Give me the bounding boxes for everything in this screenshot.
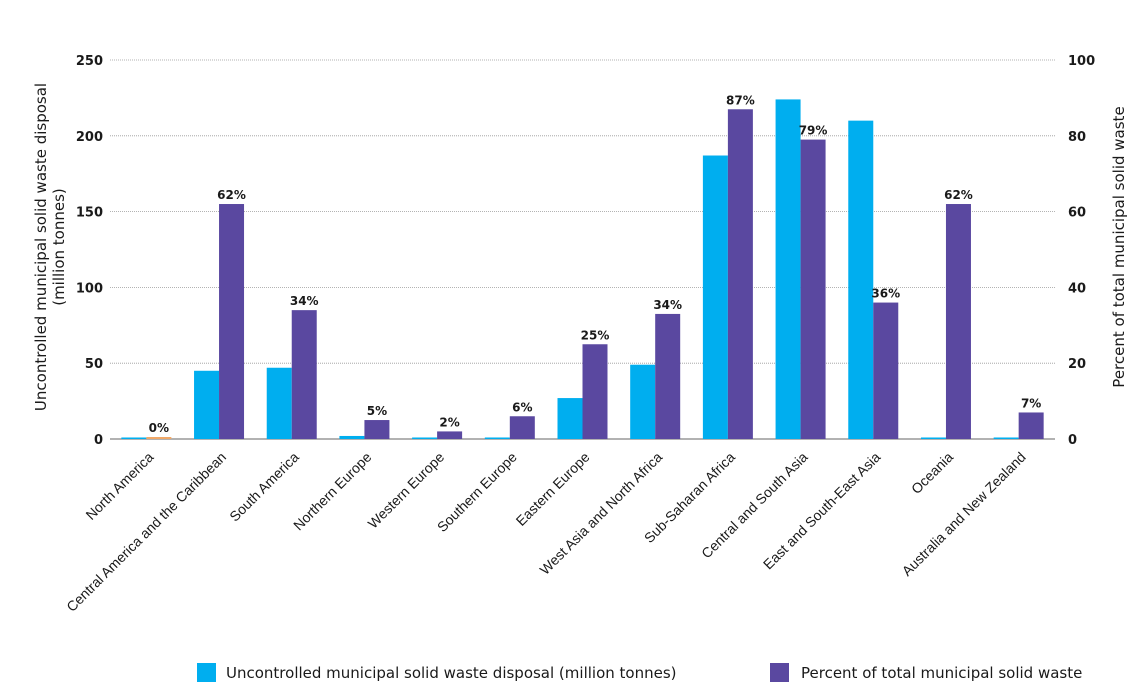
right-tick-label: 0: [1068, 433, 1077, 448]
legend: Uncontrolled municipal solid waste dispo…: [197, 663, 1082, 682]
bar-waste-tonnes: [630, 364, 656, 439]
right-tick-label: 80: [1068, 130, 1086, 145]
bar-data-label: 25%: [581, 328, 610, 342]
bar-percent-total: [727, 109, 753, 440]
category-label: Western Europe: [365, 449, 448, 532]
bar-percent-total: [655, 313, 681, 439]
category-label: Eastern Europe: [513, 449, 593, 529]
bar-waste-tonnes: [412, 437, 438, 439]
left-tick-label: 50: [85, 357, 103, 372]
bars: [121, 99, 1044, 440]
bar-data-label: 87%: [726, 93, 755, 107]
bar-data-label: 2%: [439, 415, 459, 429]
bar-waste-tonnes: [702, 155, 728, 439]
bar-waste-tonnes: [121, 437, 147, 439]
category-label: East and South-East Asia: [760, 449, 884, 573]
bar-data-label: 7%: [1021, 396, 1041, 410]
category-label: South America: [226, 449, 302, 525]
bar-percent-total: [800, 139, 826, 439]
left-tick-label: 250: [76, 54, 103, 69]
data-labels: 0% 62% 34% 5% 2% 6% 25% 34% 87% 79% 36% 62% 7%: [149, 93, 1042, 435]
category-label: Northern Europe: [290, 449, 375, 534]
bar-waste-tonnes: [557, 398, 583, 439]
category-label: North America: [82, 449, 156, 523]
legend-swatch-series-1: [197, 663, 216, 682]
bar-data-label: 79%: [799, 124, 828, 138]
bar-percent-total: [291, 310, 317, 439]
left-axis-ticks: 0 50 100 150 200 250: [76, 54, 103, 448]
bar-percent-total: [945, 204, 971, 439]
bar-percent-total: [582, 344, 608, 439]
bar-percent-total: [1018, 412, 1044, 439]
bar-percent-total: [364, 420, 390, 439]
category-label: Central America and the Caribbean: [63, 449, 229, 615]
right-tick-label: 100: [1068, 54, 1095, 69]
category-label: Oceania: [908, 449, 956, 497]
bar-waste-tonnes: [775, 99, 801, 439]
right-axis-ticks: 0 20 40 60 80 100: [1068, 54, 1095, 448]
bar-data-label: 34%: [653, 298, 682, 312]
bar-waste-tonnes: [266, 367, 292, 439]
bar-waste-tonnes: [993, 437, 1019, 439]
left-tick-label: 100: [76, 281, 103, 296]
right-tick-label: 40: [1068, 281, 1086, 296]
legend-label-series-2: Percent of total municipal solid waste: [801, 664, 1082, 682]
bar-waste-tonnes: [194, 370, 220, 439]
bar-data-label: 6%: [512, 400, 532, 414]
left-axis-title-line1: Uncontrolled municipal solid waste dispo…: [32, 83, 50, 411]
legend-swatch-series-2: [770, 663, 789, 682]
left-axis-title-line2: (million tonnes): [50, 188, 68, 306]
right-axis-title: Percent of total municipal solid waste: [1110, 106, 1128, 387]
bar-data-label: 62%: [944, 188, 973, 202]
bar-data-label: 62%: [217, 188, 246, 202]
category-label: Australia and New Zealand: [899, 449, 1029, 579]
bar-waste-tonnes: [920, 437, 946, 439]
bar-waste-tonnes: [339, 435, 365, 439]
right-tick-label: 20: [1068, 357, 1086, 372]
bar-waste-tonnes: [848, 120, 874, 439]
bar-waste-tonnes: [484, 437, 510, 439]
bar-data-label: 34%: [290, 294, 319, 308]
left-tick-label: 200: [76, 130, 103, 145]
bar-percent-total: [873, 302, 899, 439]
bar-data-label: 5%: [367, 404, 387, 418]
category-label: Southern Europe: [434, 449, 520, 535]
bar-percent-total: [437, 431, 463, 439]
bar-percent-total: [509, 416, 535, 439]
right-tick-label: 60: [1068, 206, 1086, 221]
legend-label-series-1: Uncontrolled municipal solid waste dispo…: [226, 664, 677, 682]
left-tick-label: 150: [76, 206, 103, 221]
bar-percent-total: [146, 437, 172, 439]
left-tick-label: 0: [94, 433, 103, 448]
bar-data-label: 0%: [149, 421, 169, 435]
category-label: West Asia and North Africa: [536, 449, 665, 578]
bar-percent-total: [219, 204, 245, 439]
bar-data-label: 36%: [871, 287, 900, 301]
